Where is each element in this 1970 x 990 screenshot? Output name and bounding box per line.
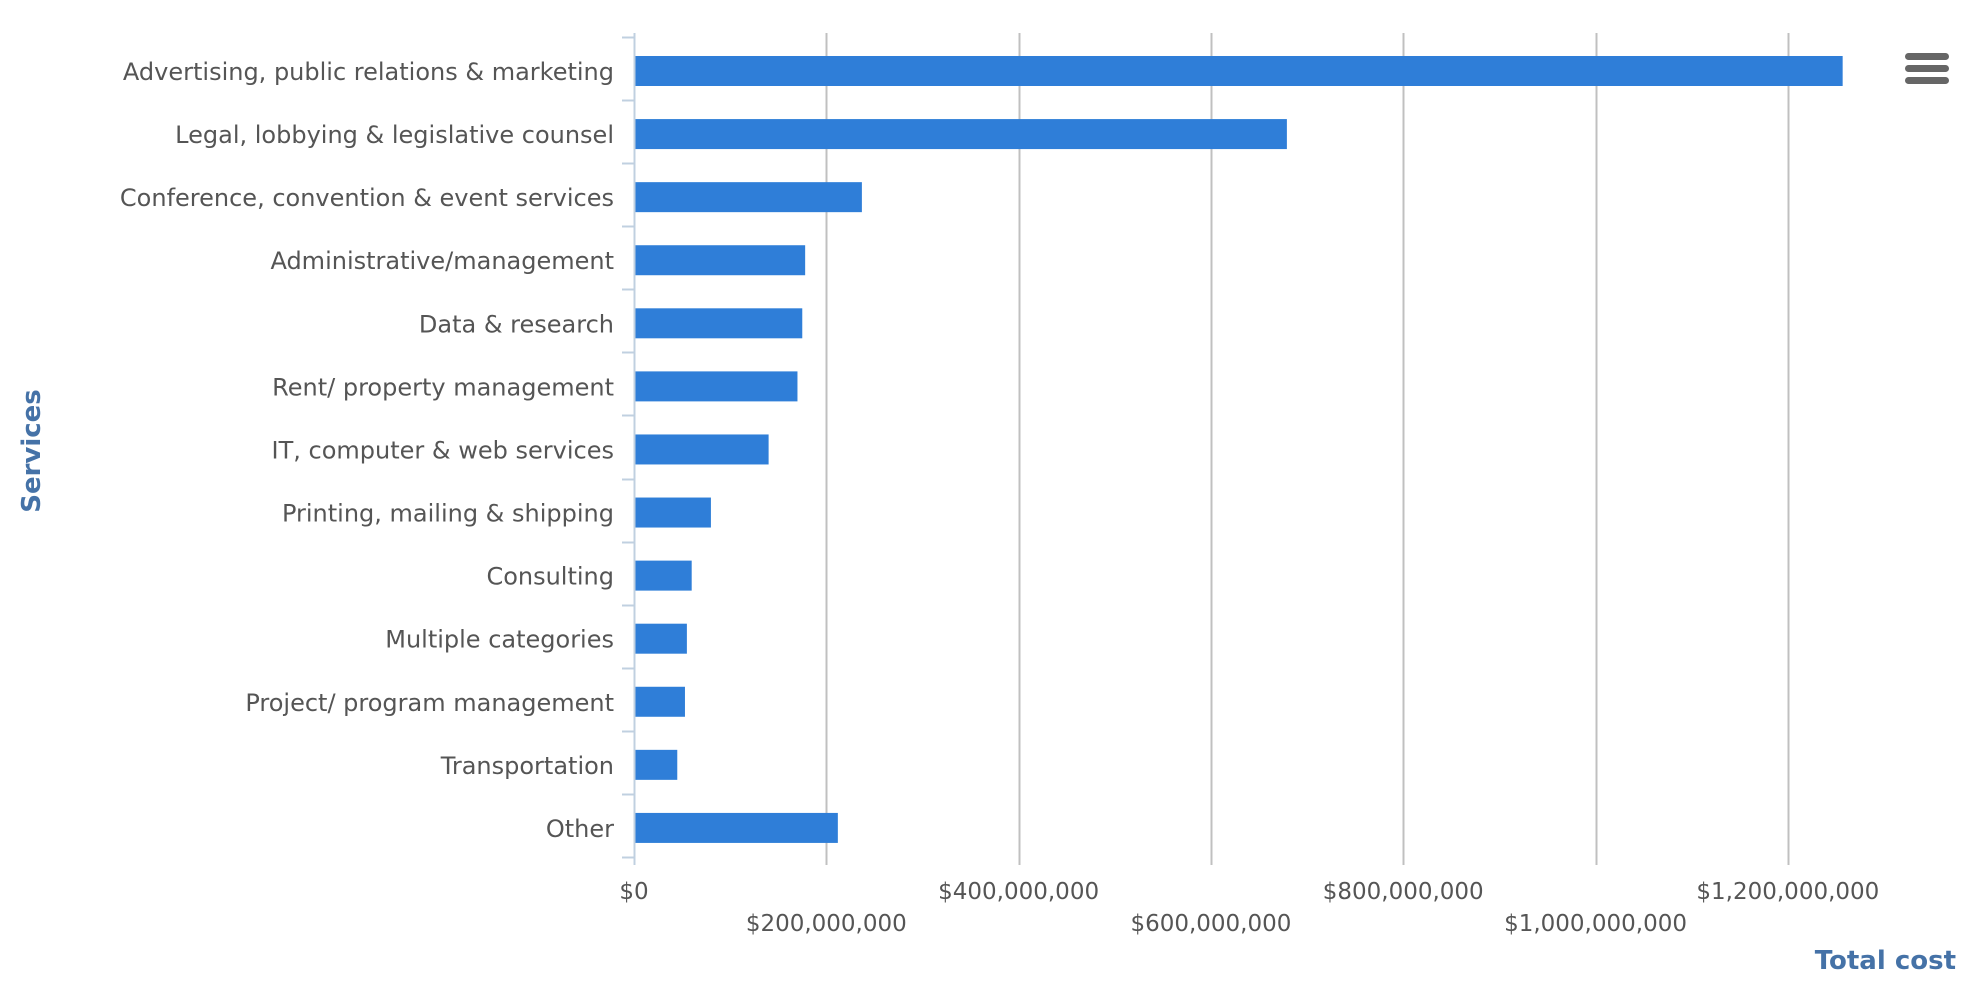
category-label: Data & research	[419, 310, 614, 338]
bar[interactable]	[634, 56, 1843, 86]
category-label: Printing, mailing & shipping	[282, 500, 614, 528]
category-label: Consulting	[486, 563, 614, 591]
x-tick-label: $800,000,000	[1323, 879, 1484, 905]
bar[interactable]	[634, 686, 685, 717]
bar[interactable]	[634, 182, 862, 213]
bar[interactable]	[634, 812, 838, 843]
bars	[634, 56, 1843, 843]
category-label: Other	[546, 815, 614, 843]
y-axis-title: Services	[17, 389, 47, 513]
x-tick-labels: $0 $200,000,000 $400,000,000 $600,000,000 $8…	[619, 879, 1879, 937]
category-label: Project/ program management	[245, 689, 614, 717]
category-label: Multiple categories	[385, 626, 614, 654]
bar[interactable]	[634, 623, 687, 654]
bar[interactable]	[634, 371, 798, 402]
category-label: Conference, convention & event services	[120, 184, 614, 212]
x-tick-label: $1,000,000,000	[1504, 911, 1687, 937]
category-label: Rent/ property management	[272, 373, 614, 401]
bar[interactable]	[634, 560, 692, 591]
grid-lines	[825, 33, 1790, 865]
x-tick-label: $400,000,000	[938, 879, 1099, 905]
bar[interactable]	[634, 434, 769, 465]
category-label: Legal, lobbying & legislative counsel	[175, 121, 614, 149]
hamburger-menu-icon	[1905, 53, 1949, 84]
category-labels: Advertising, public relations & marketin…	[120, 58, 614, 843]
bar[interactable]	[634, 308, 803, 339]
bar[interactable]	[634, 749, 678, 780]
x-tick-label: $1,200,000,000	[1696, 879, 1879, 905]
x-tick-label: $600,000,000	[1130, 911, 1291, 937]
category-label: Transportation	[440, 752, 614, 780]
category-label: Administrative/management	[270, 247, 614, 275]
bar[interactable]	[634, 497, 711, 528]
category-label: Advertising, public relations & marketin…	[123, 58, 614, 86]
chart-menu-button[interactable]	[1899, 47, 1957, 91]
bar[interactable]	[634, 245, 806, 276]
axes	[622, 33, 636, 865]
category-label: IT, computer & web services	[272, 436, 614, 464]
bar[interactable]	[634, 119, 1287, 150]
x-axis-title: Total cost	[1815, 946, 1956, 976]
x-tick-label: $200,000,000	[746, 911, 907, 937]
x-tick-label: $0	[619, 879, 648, 905]
